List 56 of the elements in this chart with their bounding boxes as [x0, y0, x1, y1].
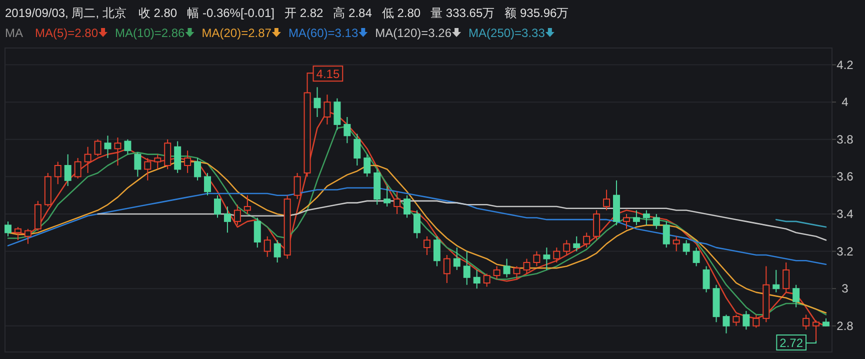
text: 高 2.84 [333, 6, 372, 20]
candlestick [553, 247, 560, 263]
candlestick [64, 154, 72, 187]
legend-label: MA(250)=3.33 [468, 26, 546, 40]
line-series [97, 200, 827, 241]
candlestick [543, 247, 550, 270]
annotation: 4.15 [316, 67, 340, 82]
text: 低 2.80 [382, 6, 421, 20]
candlestick [463, 250, 470, 286]
text: 量 333.65万 [430, 6, 495, 20]
candlestick [144, 158, 152, 181]
y-tick-label: 3.2 [836, 244, 854, 258]
text: 额 935.96万 [504, 6, 569, 20]
candlestick [473, 269, 480, 290]
legend-title: MA [5, 26, 23, 40]
text: 收 2.80 [138, 6, 178, 20]
text: 幅 -0.36%[-0.01] [187, 6, 274, 20]
y-tick-label: 4 [842, 95, 849, 110]
y-tick-label: 2.8 [836, 318, 854, 333]
candlestick [772, 269, 780, 293]
candlestick [782, 262, 790, 293]
candlestick [573, 236, 580, 252]
candlestick [314, 86, 321, 118]
annotation: 2.72 [780, 336, 804, 350]
y-tick-label: 3.8 [836, 132, 854, 146]
legend-label: MA(5)=2.80 [35, 26, 98, 40]
candlestick [702, 266, 710, 293]
y-tick-label: 4.2 [836, 58, 854, 72]
chart-title: 2019/09/03, 周二, 北京 [5, 6, 126, 20]
candlestick [324, 94, 331, 125]
y-tick-label: 3.6 [836, 170, 854, 184]
candlestick [194, 158, 202, 181]
y-tick-label: 3 [842, 282, 849, 296]
candlestick [274, 240, 281, 263]
candlestick [603, 189, 610, 211]
candlestick [394, 191, 401, 214]
candlestick [224, 206, 231, 234]
candlestick [503, 258, 510, 278]
legend-label: MA(10)=2.86 [115, 26, 186, 40]
candlestick [453, 247, 460, 270]
y-tick-label: 3.4 [836, 206, 854, 221]
line-series [775, 218, 827, 228]
legend-label: MA(60)=3.13 [288, 26, 358, 40]
candlestick [354, 133, 361, 166]
candlestick [104, 135, 112, 159]
candlestick [344, 116, 351, 144]
candlestick [84, 146, 92, 174]
legend-label: MA(120)=3.26 [375, 26, 452, 40]
candlestick [114, 137, 122, 166]
candlestick [184, 150, 192, 174]
candlestick [254, 217, 261, 248]
text: 开 2.82 [284, 6, 324, 20]
legend-label: MA(20)=2.87 [202, 26, 272, 40]
candlestick [493, 266, 500, 280]
candlestick [374, 168, 381, 206]
candlestick [174, 140, 182, 174]
